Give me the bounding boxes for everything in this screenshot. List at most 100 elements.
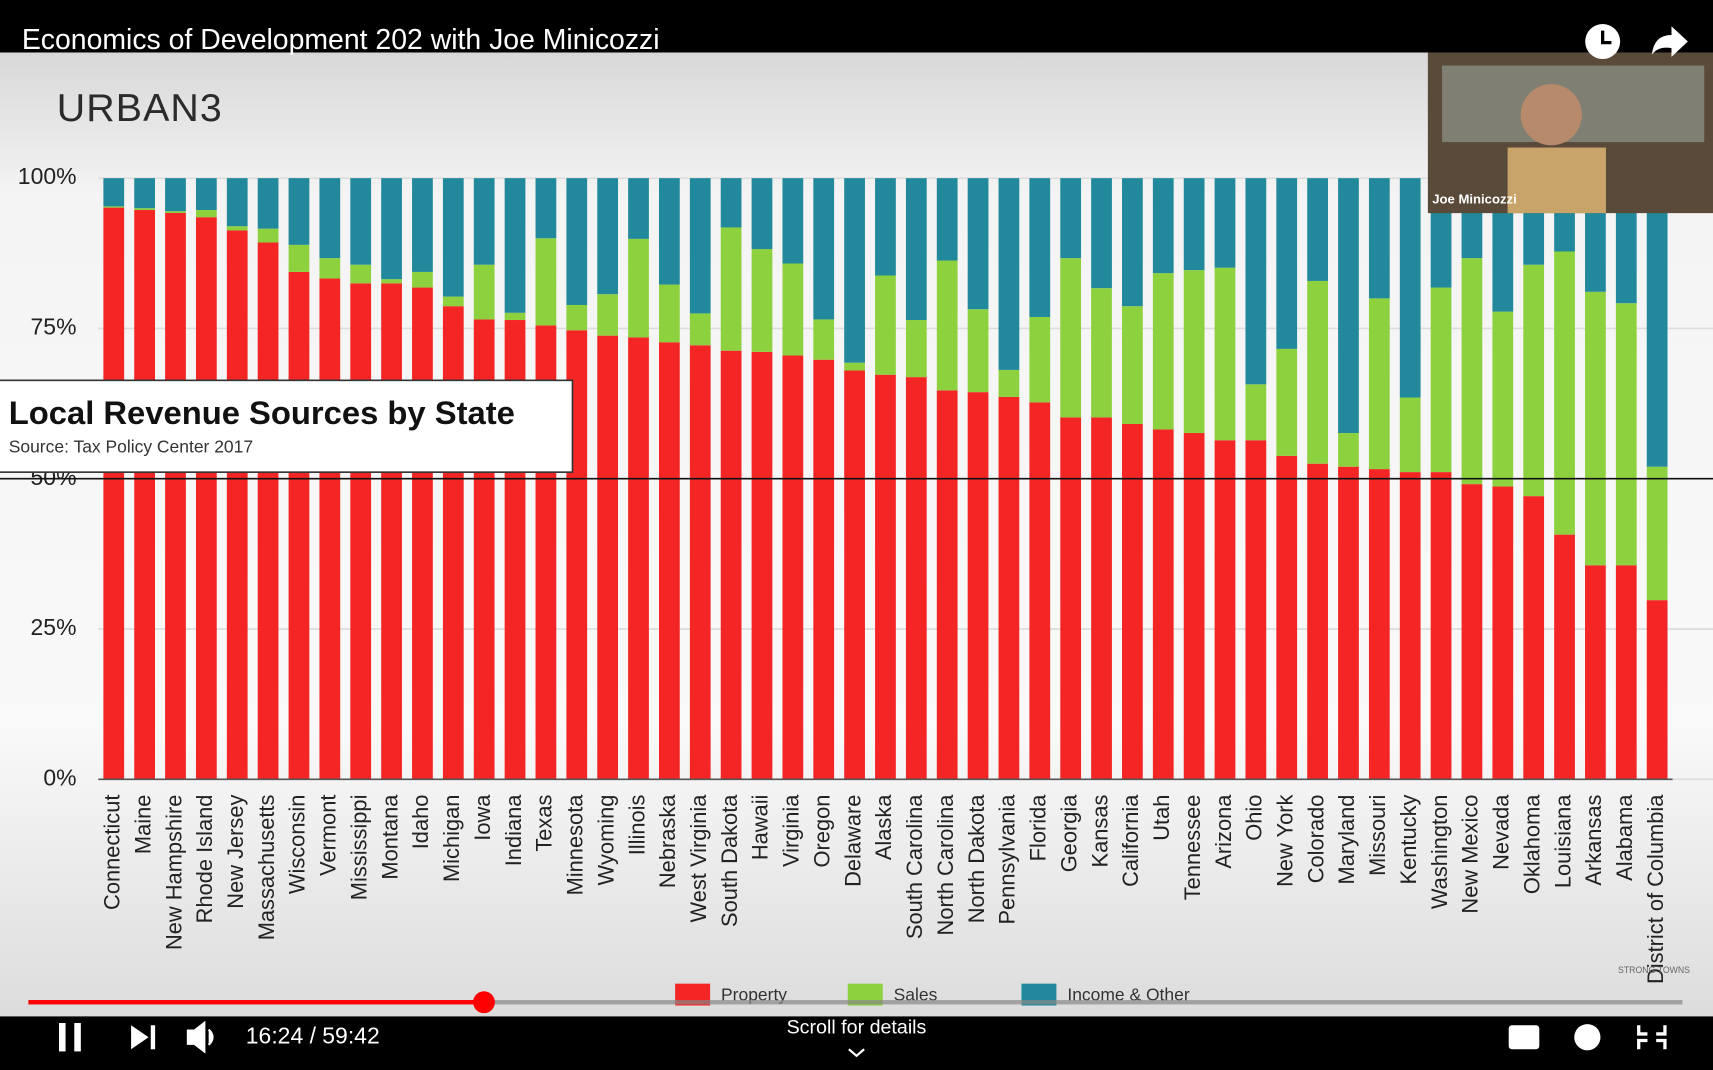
next-button[interactable] — [131, 1025, 156, 1050]
x-tick-label: Virginia — [779, 794, 804, 867]
scroll-chevron[interactable] — [848, 1048, 865, 1058]
bar-segment — [597, 335, 619, 780]
chart-subtitle: Source: Tax Policy Center 2017 — [9, 437, 253, 457]
bar-segment — [288, 178, 310, 245]
scroll-hint[interactable]: Scroll for details — [787, 1017, 927, 1039]
bar-segment — [628, 238, 649, 338]
captions-button[interactable] — [1508, 1025, 1540, 1050]
x-tick-label: Montana — [377, 794, 402, 880]
progress-played — [28, 1000, 484, 1005]
bar-segment — [1338, 433, 1359, 467]
bar-segment — [1368, 298, 1390, 470]
webcam-person-head — [1520, 84, 1582, 146]
bar-segment — [412, 287, 433, 780]
bar-segment — [1060, 417, 1082, 780]
x-tick-label: Florida — [1026, 794, 1051, 862]
x-tick-label: Kentucky — [1396, 795, 1421, 885]
x-tick-label: Connecticut — [100, 795, 125, 910]
bar-segment — [195, 178, 217, 211]
bar-segment — [782, 355, 804, 780]
bar-segment — [1183, 270, 1205, 434]
video-title[interactable]: Economics of Development 202 with Joe Mi… — [22, 24, 660, 56]
webcam-name: Joe Minicozzi — [1432, 191, 1516, 206]
bar-segment — [813, 178, 835, 320]
bar-segment — [319, 278, 341, 780]
title-box — [0, 379, 574, 473]
bar-segment — [1214, 178, 1236, 268]
x-tick-label: New Jersey — [223, 795, 248, 909]
x-tick-label: Louisiana — [1550, 794, 1575, 888]
bar-segment — [288, 244, 310, 272]
bar-segment — [1183, 178, 1205, 271]
bar-segment — [1430, 472, 1452, 780]
settings-button[interactable] — [1574, 1024, 1601, 1051]
bar-segment — [658, 178, 680, 285]
bar-segment — [1585, 565, 1606, 780]
progress-track[interactable] — [28, 1000, 1683, 1005]
bar-segment — [1492, 311, 1514, 487]
bar-segment — [1152, 178, 1174, 274]
bar-segment — [1399, 472, 1421, 780]
bar-segment — [165, 178, 186, 212]
exit-fullscreen-button[interactable] — [1637, 1025, 1667, 1050]
bar-segment — [1122, 306, 1143, 425]
bar-segment — [226, 230, 248, 780]
x-tick-label: Iowa — [470, 794, 495, 841]
pause-button[interactable] — [58, 1023, 81, 1052]
bar-segment — [1183, 433, 1205, 780]
x-tick-label: Colorado — [1303, 795, 1328, 884]
x-tick-label: Maryland — [1334, 795, 1359, 885]
bar-segment — [720, 350, 742, 780]
legend-label: Income & Other — [1067, 984, 1189, 1004]
bar-segment — [597, 294, 619, 336]
bar-segment — [844, 370, 865, 780]
bar-segment — [1245, 178, 1267, 385]
bar-segment — [381, 279, 402, 284]
bar-segment — [1091, 417, 1112, 780]
bar-segment — [412, 271, 433, 288]
progress-scrubber[interactable] — [473, 991, 495, 1014]
x-tick-label: New York — [1273, 794, 1298, 886]
bar-segment — [1029, 317, 1051, 403]
bar-segment — [689, 313, 711, 346]
bar-segment — [1029, 402, 1051, 780]
bar-segment — [967, 178, 989, 310]
bar-segment — [1214, 267, 1236, 441]
x-tick-label: Maine — [130, 795, 155, 855]
bar-segment — [1307, 178, 1328, 281]
watch-later-icon[interactable] — [1585, 24, 1621, 60]
bar-segment — [1646, 178, 1668, 467]
bar-segment — [1307, 280, 1328, 464]
bar-segment — [350, 283, 372, 780]
x-tick-label: Illinois — [624, 795, 649, 856]
bar-segment — [998, 178, 1020, 370]
x-tick-label: North Dakota — [964, 794, 989, 924]
x-tick-label: Alaska — [871, 794, 896, 860]
x-tick-label: Hawaii — [748, 795, 773, 861]
bar-segment — [381, 178, 402, 280]
bar-segment — [442, 306, 464, 780]
bar-segment — [844, 178, 865, 363]
bar-segment — [967, 392, 989, 780]
legend-swatch — [675, 983, 711, 1006]
bar-segment — [1214, 440, 1236, 780]
bar-segment — [689, 345, 711, 780]
volume-button[interactable] — [186, 1020, 214, 1054]
bar-segment — [689, 178, 711, 314]
bar-segment — [751, 351, 773, 780]
bar-segment — [257, 178, 279, 229]
bar-segment — [1060, 178, 1082, 259]
share-icon[interactable] — [1651, 26, 1688, 57]
bar-segment — [905, 320, 927, 378]
x-tick-label: Oregon — [809, 795, 834, 868]
bar-segment — [1338, 178, 1359, 434]
bar-segment — [1585, 291, 1606, 566]
bar-segment — [1461, 258, 1483, 485]
legend-swatch — [847, 983, 883, 1006]
bar-segment — [905, 178, 927, 321]
bar-segment — [473, 178, 495, 265]
bar-segment — [720, 227, 742, 351]
bar-segment — [319, 258, 341, 279]
bar-segment — [442, 296, 464, 307]
